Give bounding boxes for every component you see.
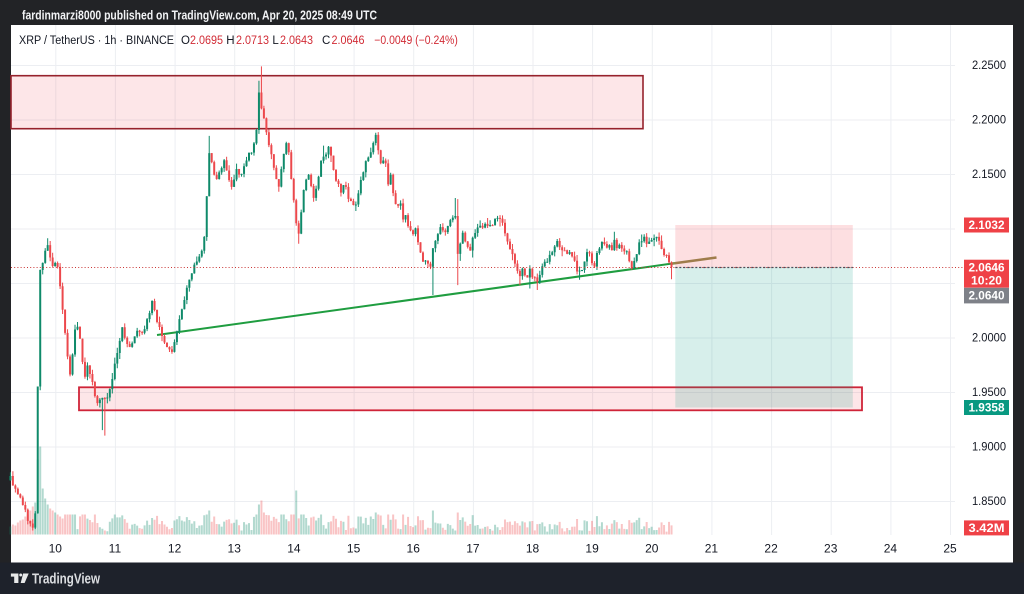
- svg-text:15: 15: [347, 542, 361, 556]
- svg-text:24: 24: [884, 542, 898, 556]
- svg-text:H: H: [226, 35, 234, 47]
- svg-text:2.1500: 2.1500: [972, 167, 1006, 181]
- svg-text:13: 13: [228, 542, 242, 556]
- svg-text:TradingView: TradingView: [32, 571, 101, 587]
- svg-text:16: 16: [407, 542, 421, 556]
- svg-text:10:20: 10:20: [971, 276, 1002, 288]
- svg-text:10: 10: [49, 542, 63, 556]
- svg-text:1.9500: 1.9500: [972, 385, 1006, 399]
- svg-text:23: 23: [824, 542, 838, 556]
- svg-text:2.0000: 2.0000: [972, 331, 1006, 345]
- svg-text:11: 11: [109, 542, 122, 556]
- svg-text:C: C: [322, 35, 330, 47]
- svg-text:19: 19: [585, 542, 599, 556]
- svg-text:2.0713: 2.0713: [236, 35, 269, 47]
- svg-text:XRP / TetherUS · 1h · BINANCE: XRP / TetherUS · 1h · BINANCE: [19, 35, 174, 47]
- svg-text:22: 22: [764, 542, 778, 556]
- svg-text:2.2500: 2.2500: [972, 58, 1006, 72]
- svg-text:3.42M: 3.42M: [969, 523, 1005, 535]
- svg-text:25: 25: [943, 542, 957, 556]
- svg-text:21: 21: [705, 542, 719, 556]
- svg-text:1.9000: 1.9000: [972, 440, 1006, 454]
- svg-text:2.2000: 2.2000: [972, 113, 1006, 127]
- svg-text:fardinmarzi8000 published on T: fardinmarzi8000 published on TradingView…: [22, 8, 377, 23]
- svg-text:−0.0049 (−0.24%): −0.0049 (−0.24%): [374, 35, 458, 47]
- svg-text:14: 14: [287, 542, 301, 556]
- svg-text:1.9358: 1.9358: [969, 403, 1006, 415]
- svg-text:O: O: [181, 35, 190, 47]
- svg-text:18: 18: [526, 542, 540, 556]
- svg-text:2.0643: 2.0643: [280, 35, 313, 47]
- svg-text:20: 20: [645, 542, 659, 556]
- svg-text:2.0646: 2.0646: [332, 35, 365, 47]
- svg-text:17: 17: [466, 542, 480, 556]
- svg-text:2.0640: 2.0640: [969, 291, 1005, 303]
- svg-text:1.8500: 1.8500: [972, 494, 1006, 508]
- svg-text:2.1032: 2.1032: [969, 220, 1005, 232]
- svg-text:2.0695: 2.0695: [190, 35, 223, 47]
- svg-text:2.0646: 2.0646: [969, 263, 1005, 275]
- svg-text:12: 12: [168, 542, 182, 556]
- svg-text:L: L: [272, 35, 279, 47]
